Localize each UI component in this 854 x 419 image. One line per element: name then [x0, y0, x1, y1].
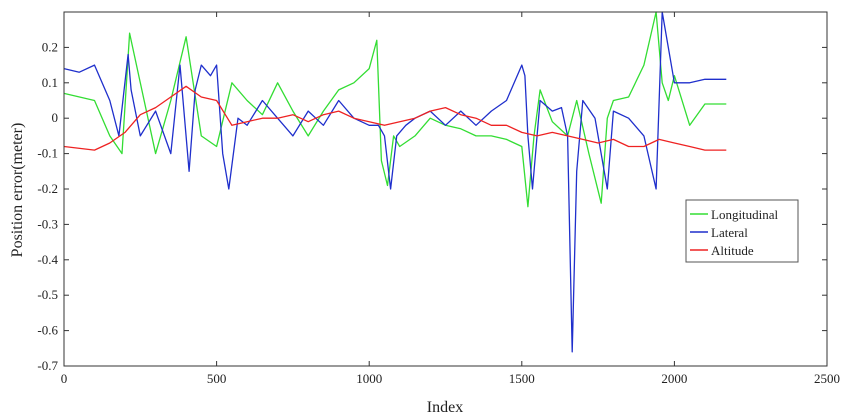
- series-line-longitudinal: [63, 11, 727, 208]
- y-tick-label: -0.1: [37, 146, 58, 161]
- legend-label-altitude: Altitude: [711, 243, 754, 258]
- y-tick-label: -0.6: [37, 323, 58, 338]
- series-layer: [63, 11, 727, 353]
- y-tick-label: 0.1: [42, 75, 58, 90]
- y-tick-label: -0.7: [37, 358, 58, 373]
- y-tick-label: -0.4: [37, 252, 58, 267]
- series-line-lateral: [63, 11, 727, 353]
- y-tick-label: 0.2: [42, 39, 58, 54]
- x-tick-label: 1500: [509, 371, 535, 386]
- y-tick-label: -0.5: [37, 287, 58, 302]
- legend-label-lateral: Lateral: [711, 225, 748, 240]
- x-tick-label: 500: [207, 371, 227, 386]
- series-line-altitude: [63, 85, 727, 151]
- x-tick-label: 2500: [814, 371, 840, 386]
- legend: Longitudinal Lateral Altitude: [685, 199, 799, 263]
- y-tick-label: -0.3: [37, 216, 58, 231]
- x-axis-label: Index: [427, 399, 463, 416]
- y-tick-label: 0: [52, 110, 59, 125]
- y-tick-label: -0.2: [37, 181, 58, 196]
- ticks-layer: 0 500 1000 1500 2000 2500 0.2 0.1 0 -0.1 -0.2 -0.3 -…: [37, 12, 840, 386]
- x-tick-label: 0: [61, 371, 68, 386]
- x-tick-label: 1000: [356, 371, 382, 386]
- y-axis-label: Position error(meter): [9, 123, 26, 258]
- legend-box: [685, 199, 799, 263]
- legend-label-longitudinal: Longitudinal: [711, 207, 779, 222]
- x-tick-label: 2000: [661, 371, 687, 386]
